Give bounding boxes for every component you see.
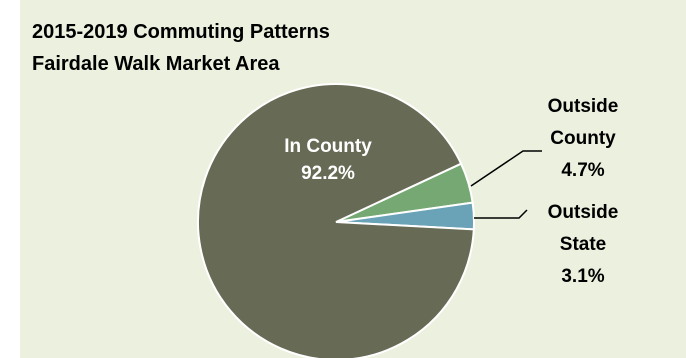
pie-chart: In County 92.2% Outside County 4.7% Outside St… xyxy=(20,0,686,358)
leader-line-1 xyxy=(470,150,542,187)
slice-label-1-line-1: County xyxy=(550,128,616,149)
slice-value-label-1: 4.7% xyxy=(561,160,604,181)
slice-labels: In County 92.2% Outside County 4.7% Outside St… xyxy=(284,96,618,287)
chart-panel: In County 92.2% Outside County 4.7% Outside St… xyxy=(20,0,686,358)
pie-slices xyxy=(197,83,475,358)
slice-value-label-0: 92.2% xyxy=(301,163,355,184)
slice-label-1-line-0: Outside xyxy=(548,96,619,117)
slice-label-2-line-0: Outside xyxy=(548,202,619,223)
chart-title-line-1: 2015-2019 Commuting Patterns xyxy=(32,21,330,43)
slice-value-label-2: 3.1% xyxy=(561,266,604,287)
leader-line-2 xyxy=(474,209,528,219)
leader-lines xyxy=(470,150,542,219)
slice-label-0-line-0: In County xyxy=(284,136,372,157)
pie-slice-0 xyxy=(197,83,475,358)
chart-title-line-2: Fairdale Walk Market Area xyxy=(32,53,280,75)
slice-label-2-line-1: State xyxy=(560,234,606,255)
